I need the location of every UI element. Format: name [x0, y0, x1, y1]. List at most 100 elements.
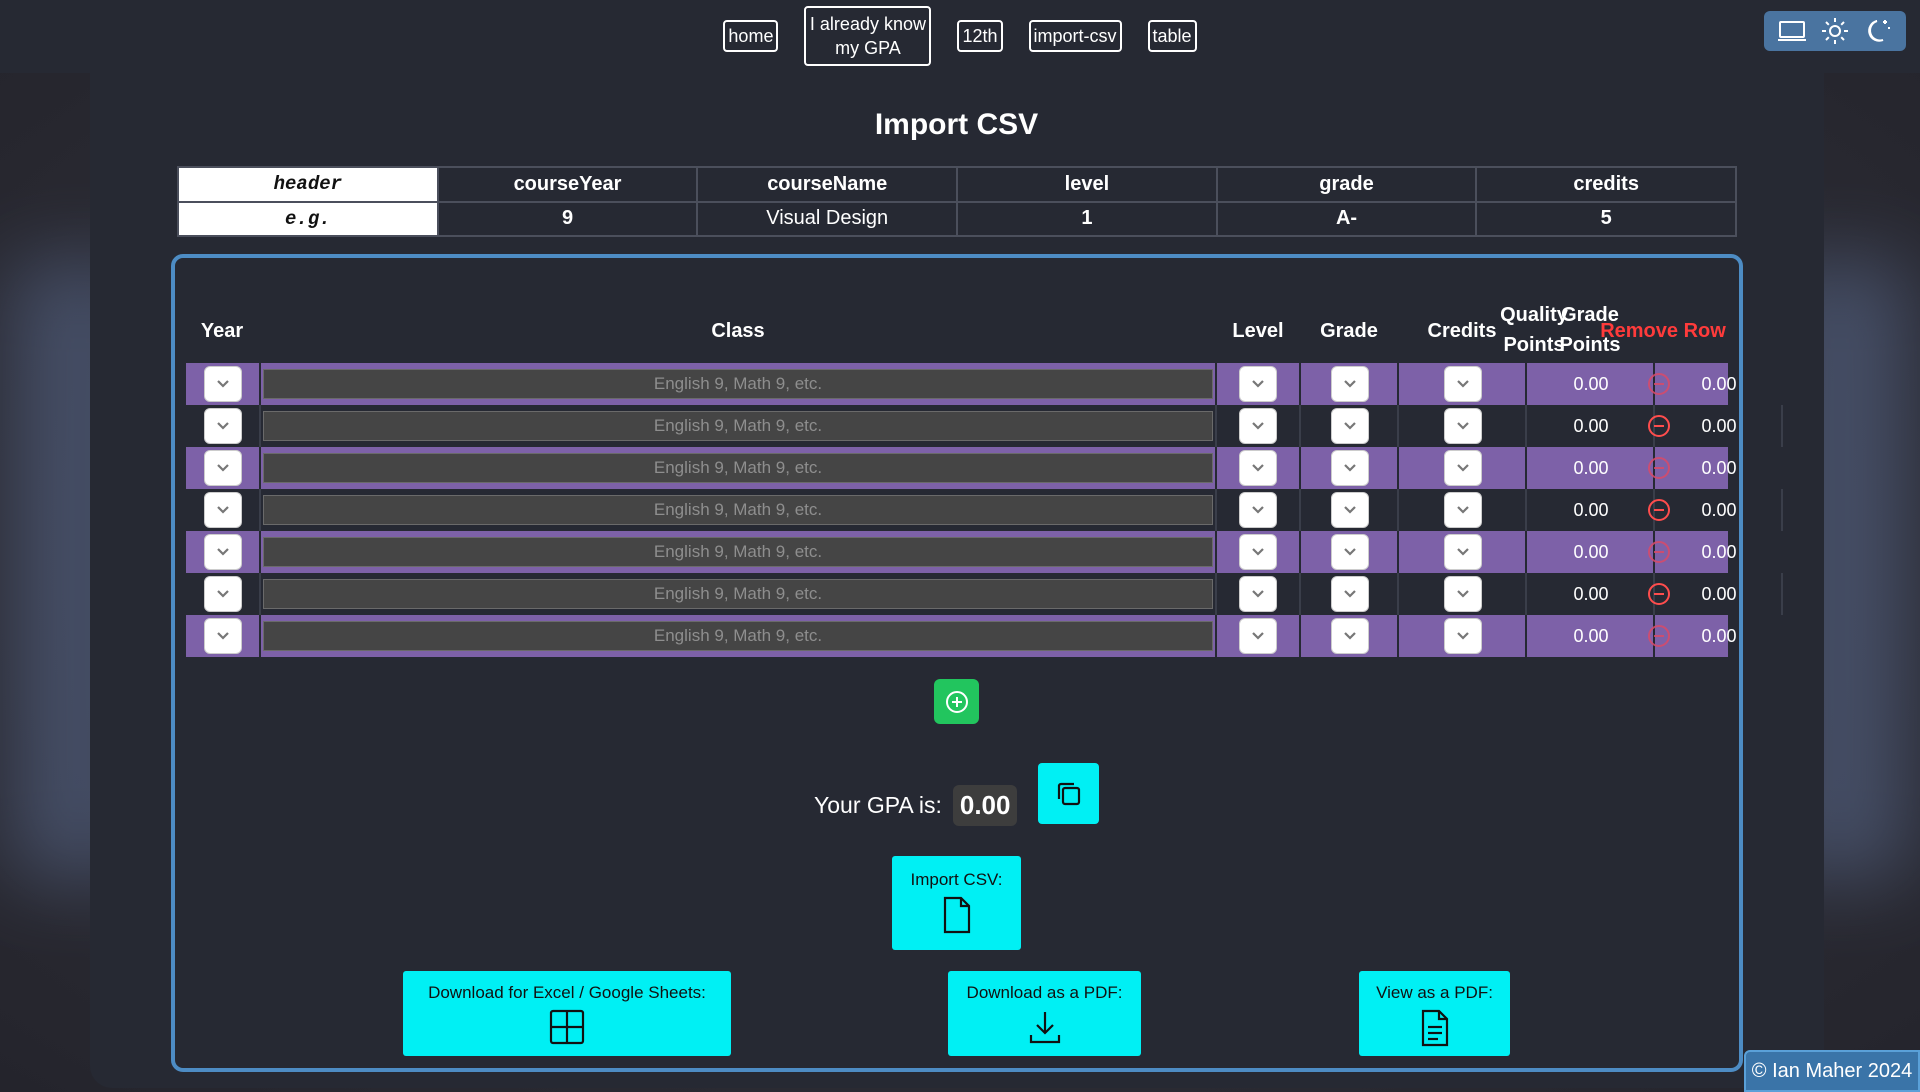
import-csv-button[interactable]: Import CSV:: [892, 856, 1021, 950]
grade-select[interactable]: [1331, 576, 1369, 612]
example-label: e.g.: [177, 200, 439, 237]
chevron-down-icon: [1457, 506, 1469, 514]
class-input[interactable]: [263, 453, 1213, 483]
cell-divider: [1525, 531, 1527, 573]
credits-select[interactable]: [1444, 492, 1482, 528]
cell-divider: [1397, 447, 1399, 489]
grade-select[interactable]: [1331, 366, 1369, 402]
nav-import-csv-button[interactable]: import-csv: [1028, 19, 1122, 53]
cell-divider: [1781, 363, 1783, 405]
level-select[interactable]: [1239, 618, 1277, 654]
nav-12th-button[interactable]: 12th: [957, 19, 1003, 53]
class-input[interactable]: [263, 411, 1213, 441]
year-select[interactable]: [204, 492, 242, 528]
moon-icon[interactable]: [1861, 14, 1895, 48]
grade-select[interactable]: [1331, 492, 1369, 528]
credits-select[interactable]: [1444, 408, 1482, 444]
class-input[interactable]: [263, 579, 1213, 609]
header-year: Year: [200, 320, 244, 342]
download-excel-button[interactable]: Download for Excel / Google Sheets:: [403, 971, 731, 1056]
download-pdf-button[interactable]: Download as a PDF:: [948, 971, 1141, 1056]
header-grade-points: Grade Points: [1526, 300, 1654, 360]
cell-divider: [1781, 405, 1783, 447]
add-row-button[interactable]: [934, 679, 979, 724]
view-pdf-button[interactable]: View as a PDF:: [1359, 971, 1510, 1056]
chevron-down-icon: [1457, 632, 1469, 640]
sun-icon[interactable]: [1818, 14, 1852, 48]
year-select[interactable]: [204, 618, 242, 654]
level-select[interactable]: [1239, 492, 1277, 528]
class-input[interactable]: [263, 369, 1213, 399]
credits-select[interactable]: [1444, 576, 1482, 612]
cell-divider: [1525, 615, 1527, 657]
example-grade: A-: [1215, 200, 1478, 237]
year-select[interactable]: [204, 576, 242, 612]
credits-select[interactable]: [1444, 366, 1482, 402]
chevron-down-icon: [1457, 464, 1469, 472]
copy-icon: [1057, 782, 1080, 805]
credits-select[interactable]: [1444, 618, 1482, 654]
nav-home-button[interactable]: home: [723, 19, 779, 53]
remove-row-icon[interactable]: [1648, 625, 1670, 647]
column-credits: credits: [1475, 166, 1737, 203]
column-level: level: [956, 166, 1218, 203]
grade-select[interactable]: [1331, 618, 1369, 654]
chevron-down-icon: [1344, 422, 1356, 430]
remove-row-icon[interactable]: [1648, 541, 1670, 563]
column-courseYear: courseYear: [436, 166, 699, 203]
level-select[interactable]: [1239, 450, 1277, 486]
credits-select[interactable]: [1444, 534, 1482, 570]
nav-already-know-gpa-button[interactable]: I already know my GPA: [804, 5, 932, 67]
copy-gpa-button[interactable]: [1038, 763, 1099, 824]
cell-divider: [259, 447, 261, 489]
remove-row-icon[interactable]: [1648, 415, 1670, 437]
year-select[interactable]: [204, 366, 242, 402]
level-select[interactable]: [1239, 366, 1277, 402]
cell-divider: [1781, 489, 1783, 531]
download-pdf-label: Download as a PDF:: [966, 983, 1123, 1002]
example-courseYear: 9: [436, 200, 699, 237]
credits-select[interactable]: [1444, 450, 1482, 486]
plus-circle-icon: [945, 690, 968, 713]
laptop-icon[interactable]: [1775, 14, 1809, 48]
year-select[interactable]: [204, 534, 242, 570]
quality-points-value: 0.00: [1701, 458, 1737, 478]
chevron-down-icon: [1252, 590, 1264, 598]
grade-points-value: 0.00: [1573, 626, 1609, 646]
chevron-down-icon: [1344, 632, 1356, 640]
cell-divider: [259, 573, 261, 615]
cell-divider: [1299, 489, 1301, 531]
remove-row-icon[interactable]: [1648, 457, 1670, 479]
table-row: 0.00 0.00: [186, 363, 1783, 405]
class-input[interactable]: [263, 537, 1213, 567]
year-select[interactable]: [204, 450, 242, 486]
cell-divider: [1299, 363, 1301, 405]
level-select[interactable]: [1239, 576, 1277, 612]
nav-table-button[interactable]: table: [1147, 19, 1197, 53]
class-input[interactable]: [263, 621, 1213, 651]
chevron-down-icon: [217, 548, 229, 556]
grade-select[interactable]: [1331, 450, 1369, 486]
remove-row-icon[interactable]: [1648, 373, 1670, 395]
year-select[interactable]: [204, 408, 242, 444]
cell-divider: [1215, 447, 1217, 489]
header-grade-points-line1: Grade: [1561, 304, 1619, 326]
chevron-down-icon: [1252, 464, 1264, 472]
example-level: 1: [956, 200, 1218, 237]
cell-divider: [1215, 363, 1217, 405]
class-input[interactable]: [263, 495, 1213, 525]
level-select[interactable]: [1239, 534, 1277, 570]
chevron-down-icon: [1344, 506, 1356, 514]
grade-select[interactable]: [1331, 534, 1369, 570]
remove-row-icon[interactable]: [1648, 499, 1670, 521]
nav-links: home I already know my GPA 12th import-c…: [0, 5, 1920, 67]
grid-header: Year Class Level Grade Credits Grade Poi…: [186, 300, 1728, 364]
cell-divider: [1299, 615, 1301, 657]
grade-select[interactable]: [1331, 408, 1369, 444]
remove-row-icon[interactable]: [1648, 583, 1670, 605]
document-text-icon: [1421, 1009, 1448, 1047]
grade-points-value: 0.00: [1573, 500, 1609, 520]
level-select[interactable]: [1239, 408, 1277, 444]
quality-points-value: 0.00: [1701, 416, 1737, 436]
chevron-down-icon: [1252, 548, 1264, 556]
